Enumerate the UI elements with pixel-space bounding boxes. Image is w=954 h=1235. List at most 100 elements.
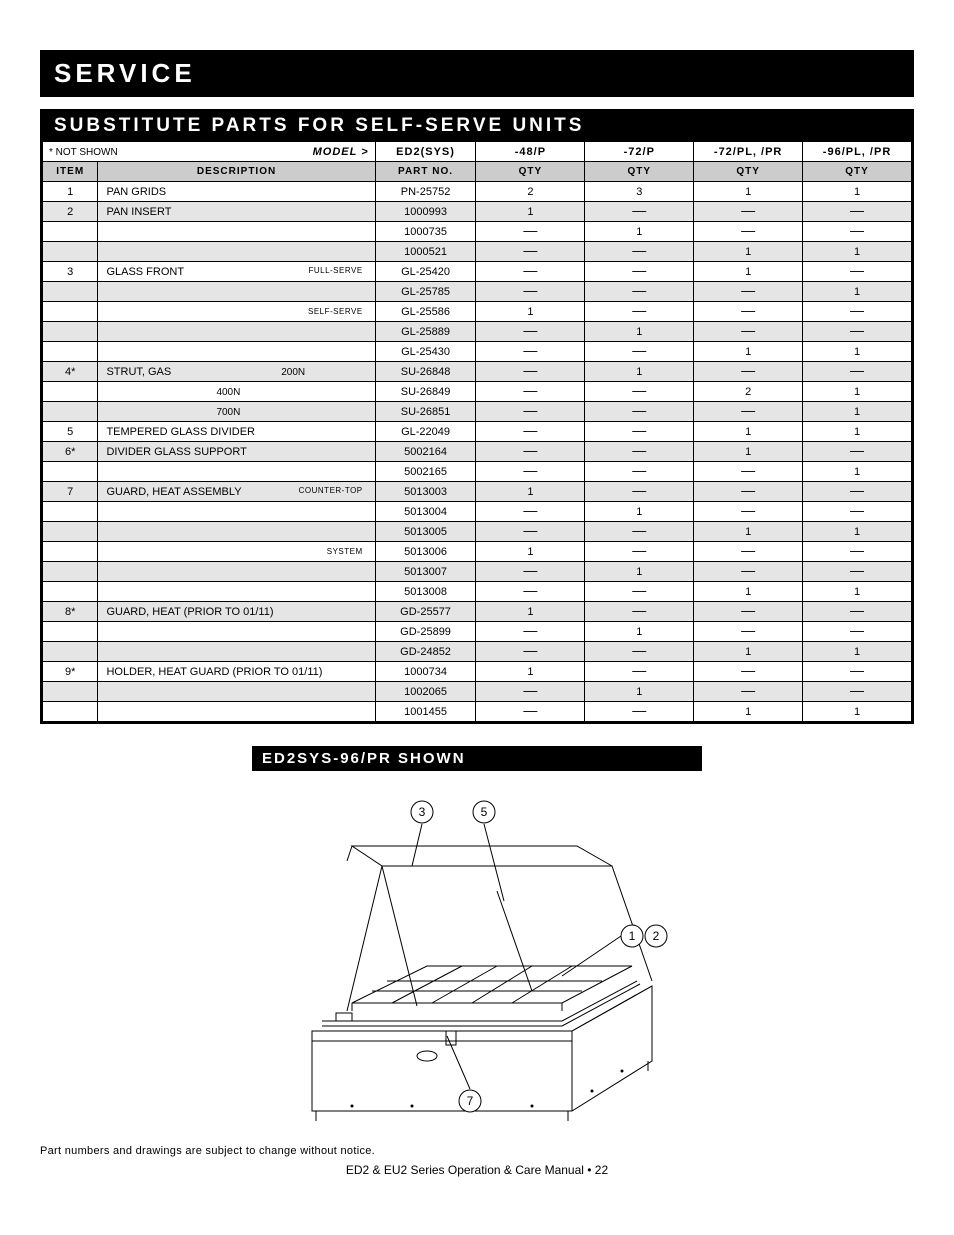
cell-qty: — — [585, 462, 694, 482]
cell-qty: 1 — [803, 242, 912, 262]
table-row: 6*DIVIDER GLASS SUPPORT5002164——1— — [43, 442, 912, 462]
cell-qty: — — [803, 322, 912, 342]
cell-qty: — — [694, 302, 803, 322]
cell-qty: 1 — [694, 522, 803, 542]
col-qty3: QTY — [694, 162, 803, 182]
cell-qty: 1 — [803, 182, 912, 202]
model-2: -72/P — [585, 142, 694, 162]
cell-partno: 5002164 — [375, 442, 476, 462]
cell-qty: — — [803, 662, 912, 682]
cell-qty: — — [585, 342, 694, 362]
cell-qty: 1 — [476, 602, 585, 622]
cell-qty: — — [694, 362, 803, 382]
cell-qty: — — [803, 682, 912, 702]
cell-qty: — — [476, 362, 585, 382]
cell-qty: — — [476, 262, 585, 282]
cell-qty: 1 — [803, 582, 912, 602]
cell-qty: 1 — [585, 362, 694, 382]
cell-partno: GL-25889 — [375, 322, 476, 342]
cell-qty: — — [476, 622, 585, 642]
table-row: 400NSU-26849——21 — [43, 382, 912, 402]
cell-qty: — — [803, 222, 912, 242]
cell-item: 8* — [43, 602, 98, 622]
callout-number: 5 — [481, 805, 488, 819]
cell-qty: 1 — [694, 702, 803, 722]
cell-description: PAN GRIDS — [98, 182, 375, 202]
cell-qty: — — [585, 582, 694, 602]
cell-item — [43, 382, 98, 402]
model-row: * NOT SHOWN MODEL > ED2(SYS) -48/P -72/P… — [43, 142, 912, 162]
col-item: ITEM — [43, 162, 98, 182]
cell-partno: PN-25752 — [375, 182, 476, 202]
cell-qty: 1 — [803, 522, 912, 542]
cell-qty: — — [694, 682, 803, 702]
cell-qty: — — [476, 342, 585, 362]
cell-qty: 1 — [694, 182, 803, 202]
cell-partno: 1002065 — [375, 682, 476, 702]
cell-qty: 1 — [476, 662, 585, 682]
cell-partno: GL-25586 — [375, 302, 476, 322]
cell-qty: — — [803, 602, 912, 622]
cell-qty: — — [803, 482, 912, 502]
cell-partno: 1000521 — [375, 242, 476, 262]
cell-partno: GL-25785 — [375, 282, 476, 302]
cell-item — [43, 302, 98, 322]
cell-qty: — — [694, 502, 803, 522]
cell-qty: 1 — [694, 242, 803, 262]
cell-qty: — — [694, 282, 803, 302]
table-row: 1000735—1—— — [43, 222, 912, 242]
cell-qty: — — [585, 262, 694, 282]
cell-description: PAN INSERT — [98, 202, 375, 222]
model-0: ED2(SYS) — [375, 142, 476, 162]
cell-qty: — — [694, 462, 803, 482]
cell-qty: — — [476, 522, 585, 542]
cell-item: 1 — [43, 182, 98, 202]
cell-partno: 5013004 — [375, 502, 476, 522]
cell-qty: — — [585, 642, 694, 662]
table-row: SELF-SERVEGL-255861——— — [43, 302, 912, 322]
cell-qty: — — [476, 462, 585, 482]
cell-item: 9* — [43, 662, 98, 682]
cell-qty: — — [476, 422, 585, 442]
cell-qty: 1 — [694, 262, 803, 282]
cell-description — [98, 462, 375, 482]
cell-description — [98, 222, 375, 242]
cell-qty: 1 — [585, 322, 694, 342]
cell-partno: 5013008 — [375, 582, 476, 602]
cell-qty: — — [476, 322, 585, 342]
cell-qty: 1 — [585, 682, 694, 702]
cell-item — [43, 342, 98, 362]
table-row: 1002065—1—— — [43, 682, 912, 702]
diagram-container: ED2SYS-96/PR SHOWN — [252, 746, 702, 1131]
cell-item — [43, 642, 98, 662]
cell-qty: — — [585, 282, 694, 302]
cell-item: 6* — [43, 442, 98, 462]
cell-description — [98, 242, 375, 262]
cell-qty: — — [476, 222, 585, 242]
cell-item: 4* — [43, 362, 98, 382]
cell-partno: SU-26848 — [375, 362, 476, 382]
cell-partno: GD-24852 — [375, 642, 476, 662]
cell-description: SYSTEM — [98, 542, 375, 562]
cell-qty: 1 — [803, 462, 912, 482]
cell-description: GUARD, HEAT (PRIOR TO 01/11) — [98, 602, 375, 622]
cell-description: 400N — [98, 382, 375, 402]
cell-qty: — — [803, 202, 912, 222]
cell-description — [98, 622, 375, 642]
cell-qty: — — [476, 702, 585, 722]
table-row: 3GLASS FRONTFULL-SERVEGL-25420——1— — [43, 262, 912, 282]
model-4: -96/PL, /PR — [803, 142, 912, 162]
cell-partno: GD-25577 — [375, 602, 476, 622]
cell-qty: — — [585, 702, 694, 722]
table-row: 1001455——11 — [43, 702, 912, 722]
cell-qty: 1 — [803, 382, 912, 402]
cell-qty: — — [585, 442, 694, 462]
cell-description — [98, 282, 375, 302]
cell-item — [43, 282, 98, 302]
table-row: 9*HOLDER, HEAT GUARD (PRIOR TO 01/11)100… — [43, 662, 912, 682]
cell-item: 3 — [43, 262, 98, 282]
column-header-row: ITEM DESCRIPTION PART NO. QTY QTY QTY QT… — [43, 162, 912, 182]
cell-qty: — — [694, 222, 803, 242]
page-title: SERVICE — [40, 50, 914, 97]
cell-qty: — — [476, 382, 585, 402]
